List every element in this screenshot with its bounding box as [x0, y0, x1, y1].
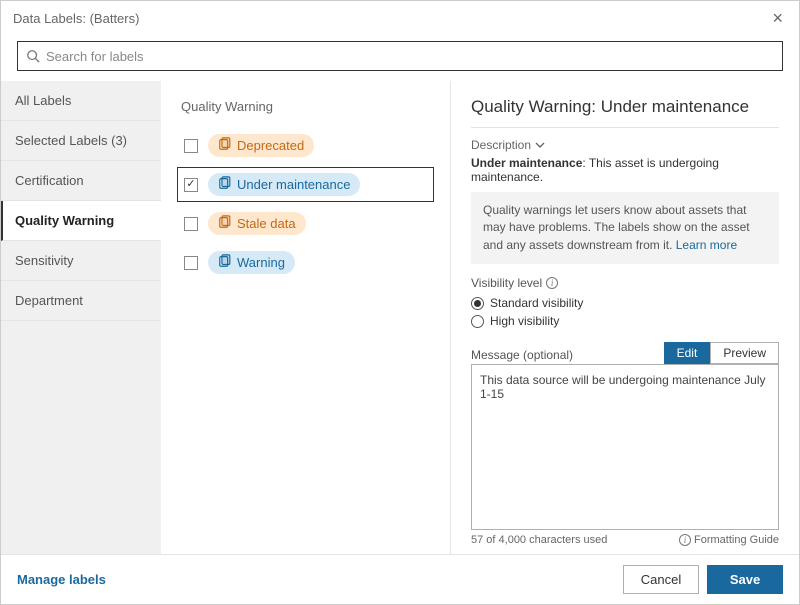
- info-box: Quality warnings let users know about as…: [471, 192, 779, 264]
- visibility-label: Visibility level i: [471, 276, 779, 290]
- search-box[interactable]: [17, 41, 783, 71]
- label-icon: [218, 254, 232, 271]
- label-row[interactable]: Warning: [177, 245, 434, 280]
- label-text: Warning: [237, 255, 285, 270]
- chevron-down-icon: [535, 140, 545, 150]
- save-button[interactable]: Save: [707, 565, 783, 594]
- label-list-heading: Quality Warning: [177, 99, 434, 114]
- visibility-high[interactable]: High visibility: [471, 314, 779, 328]
- description-text: Under maintenance: This asset is undergo…: [471, 156, 779, 184]
- label-text: Stale data: [237, 216, 296, 231]
- message-textarea[interactable]: [471, 364, 779, 530]
- label-row[interactable]: Stale data: [177, 206, 434, 241]
- tab-preview[interactable]: Preview: [710, 342, 779, 364]
- close-icon[interactable]: ×: [768, 9, 787, 27]
- label-row[interactable]: Deprecated: [177, 128, 434, 163]
- info-icon: i: [679, 534, 691, 546]
- tab-edit[interactable]: Edit: [664, 342, 711, 364]
- label-pill: Warning: [208, 251, 295, 274]
- formatting-guide-link[interactable]: i Formatting Guide: [679, 534, 779, 546]
- radio-icon: [471, 297, 484, 310]
- sidebar-item[interactable]: All Labels: [1, 81, 161, 121]
- label-row[interactable]: Under maintenance: [177, 167, 434, 202]
- label-pill: Deprecated: [208, 134, 314, 157]
- sidebar-item[interactable]: Quality Warning: [1, 201, 161, 241]
- checkbox[interactable]: [184, 139, 198, 153]
- label-icon: [218, 215, 232, 232]
- search-input[interactable]: [46, 49, 774, 64]
- description-toggle[interactable]: Description: [471, 138, 779, 152]
- label-icon: [218, 137, 232, 154]
- label-pill: Under maintenance: [208, 173, 360, 196]
- sidebar-item[interactable]: Sensitivity: [1, 241, 161, 281]
- checkbox[interactable]: [184, 178, 198, 192]
- search-icon: [26, 49, 40, 63]
- detail-heading: Quality Warning: Under maintenance: [471, 97, 779, 117]
- learn-more-link[interactable]: Learn more: [676, 238, 737, 252]
- sidebar-item[interactable]: Certification: [1, 161, 161, 201]
- label-text: Under maintenance: [237, 177, 350, 192]
- visibility-standard[interactable]: Standard visibility: [471, 296, 779, 310]
- sidebar-item[interactable]: Selected Labels (3): [1, 121, 161, 161]
- radio-icon: [471, 315, 484, 328]
- char-counter: 57 of 4,000 characters used: [471, 534, 607, 546]
- info-icon[interactable]: i: [546, 277, 558, 289]
- cancel-button[interactable]: Cancel: [623, 565, 699, 594]
- manage-labels-link[interactable]: Manage labels: [17, 572, 106, 587]
- message-label: Message (optional): [471, 348, 573, 364]
- label-list-panel: Quality Warning Deprecated Under mainten…: [161, 81, 451, 554]
- sidebar-item[interactable]: Department: [1, 281, 161, 321]
- checkbox[interactable]: [184, 256, 198, 270]
- label-icon: [218, 176, 232, 193]
- label-pill: Stale data: [208, 212, 306, 235]
- label-text: Deprecated: [237, 138, 304, 153]
- dialog-title: Data Labels: (Batters): [13, 11, 139, 26]
- checkbox[interactable]: [184, 217, 198, 231]
- detail-panel: Quality Warning: Under maintenance Descr…: [451, 81, 799, 554]
- sidebar: All LabelsSelected Labels (3)Certificati…: [1, 81, 161, 554]
